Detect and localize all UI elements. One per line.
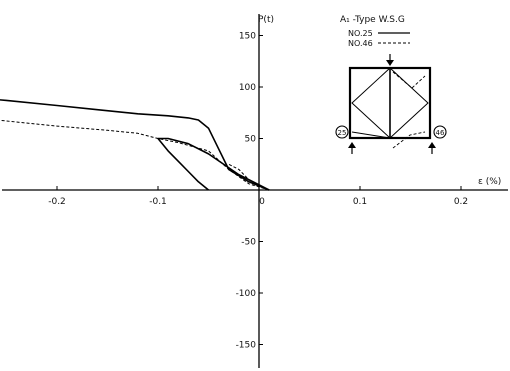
y-tick-label: -100 bbox=[236, 289, 257, 299]
legend-title: A₁ -Type W.S.G bbox=[340, 15, 405, 25]
axes bbox=[2, 14, 508, 368]
specimen-dashed-lines bbox=[392, 71, 426, 89]
specimen-left-diamond bbox=[351, 66, 391, 140]
y-ticks: -150 -100 -50 50 100 150 bbox=[236, 32, 263, 351]
series-layer bbox=[0, 99, 270, 191]
gauge-label-right: 46 bbox=[436, 129, 445, 137]
series-line-no-46-inner-loop- bbox=[228, 163, 270, 191]
specimen-diagram: 25 46 bbox=[335, 54, 447, 154]
x-ticks: -0.6-0.5-0.4-0.3-0.2-0.100.10.20.30.40.5… bbox=[48, 186, 468, 207]
x-tick-label: 0.2 bbox=[454, 197, 468, 207]
arrow-up-right bbox=[428, 142, 436, 154]
arrow-down-top bbox=[386, 54, 394, 66]
specimen-bottom-left-line bbox=[351, 131, 391, 139]
legend: A₁ -Type W.S.G NO.25 NO.46 bbox=[340, 15, 410, 48]
y-tick-label: 150 bbox=[239, 32, 256, 42]
x-tick-label: -0.2 bbox=[48, 197, 66, 207]
gauge-marker-left bbox=[335, 125, 349, 139]
series-line-no-25 bbox=[0, 99, 270, 191]
gauge-label-left: 25 bbox=[338, 129, 347, 137]
legend-label-no46: NO.46 bbox=[348, 39, 373, 48]
y-tick-label: 50 bbox=[245, 135, 257, 145]
y-tick-label: -50 bbox=[241, 238, 256, 248]
arrow-up-left bbox=[348, 142, 356, 154]
gauge-marker-right bbox=[433, 125, 447, 139]
x-axis-title: ε (%) bbox=[478, 177, 501, 187]
specimen-right-diamond bbox=[389, 66, 429, 140]
series-line-no-25-inner-loop- bbox=[157, 137, 270, 191]
legend-label-no25: NO.25 bbox=[348, 29, 373, 38]
specimen-dashed-lines-lower bbox=[392, 131, 426, 149]
x-tick-label: 0 bbox=[259, 197, 265, 207]
x-tick-label: 0.1 bbox=[353, 197, 367, 207]
y-tick-label: -150 bbox=[236, 341, 257, 351]
y-tick-label: 100 bbox=[239, 83, 256, 93]
y-axis-title: P(t) bbox=[258, 15, 274, 25]
x-tick-label: -0.1 bbox=[149, 197, 167, 207]
